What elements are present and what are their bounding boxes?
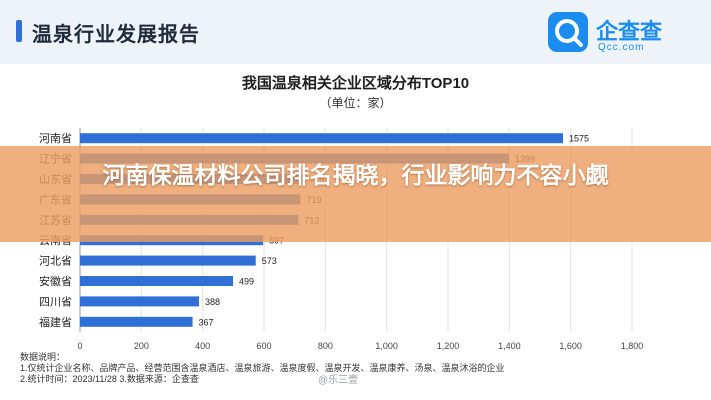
headline-banner — [0, 146, 711, 242]
watermark-text: @乐三壹 — [318, 375, 359, 386]
notes-line-2: 2.统计时间：2023/11/28 3.数据来源：企查查 — [20, 374, 199, 384]
category-label: 四川省 — [39, 295, 72, 308]
x-tick-label: 1,200 — [437, 341, 460, 351]
bar — [80, 133, 563, 144]
x-tick-label: 600 — [256, 341, 271, 351]
data-label: 1575 — [569, 134, 589, 144]
category-label: 安徽省 — [39, 274, 72, 288]
x-tick-label: 1,000 — [375, 341, 398, 351]
category-label: 福建省 — [39, 315, 72, 329]
report-title: 温泉行业发展报告 — [32, 24, 200, 46]
headline-text: 河南保温材料公司排名揭晓，行业影响力不容小觑 — [102, 162, 609, 188]
bar — [80, 276, 234, 286]
bar — [80, 296, 199, 307]
x-tick-label: 1,800 — [621, 341, 644, 351]
logo-name: 企查查 — [596, 19, 663, 44]
x-tick-label: 1,600 — [559, 341, 582, 351]
qcc-logo-icon — [548, 12, 588, 52]
data-notes: 数据说明： 1.仅统计企业名称、品牌产品、经营范围含温泉酒店、温泉旅游、温泉度假… — [20, 352, 505, 385]
notes-line-1: 1.仅统计企业名称、品牌产品、经营范围含温泉酒店、温泉旅游、温泉度假、温泉开发、… — [20, 363, 505, 373]
data-label: 499 — [239, 277, 254, 287]
x-tick-label: 400 — [195, 341, 210, 351]
x-tick-label: 1,400 — [498, 341, 521, 351]
data-label: 388 — [205, 297, 220, 307]
chart-subtitle: （单位：家） — [319, 96, 392, 110]
x-tick-label: 200 — [134, 341, 149, 351]
bar — [80, 316, 193, 327]
header-accent-bar — [16, 20, 22, 42]
x-tick-label: 800 — [318, 341, 333, 351]
category-label: 河南省 — [39, 132, 72, 145]
logo-domain: Qcc.com — [598, 42, 645, 53]
notes-heading: 数据说明： — [20, 352, 66, 362]
bar — [80, 255, 256, 266]
qcc-logo[interactable]: 企查查 Qcc.com — [548, 12, 698, 56]
data-label: 573 — [262, 256, 277, 266]
report-header: 温泉行业发展报告 企查查 Qcc.com — [0, 0, 711, 64]
data-label: 367 — [199, 317, 214, 327]
x-tick-label: 0 — [77, 341, 82, 351]
category-label: 河北省 — [39, 255, 72, 268]
chart-title: 我国温泉相关企业区域分布TOP10 — [241, 75, 470, 92]
